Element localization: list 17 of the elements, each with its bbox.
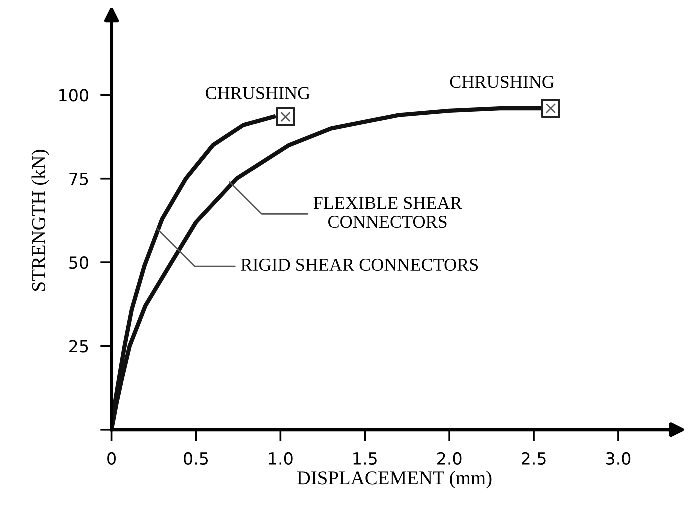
x-tick-label: 2.0 [438, 452, 462, 466]
x-tick-label: 3.0 [606, 452, 631, 466]
y-tick-label: 100 [60, 89, 88, 102]
y-tick-label: 75 [70, 173, 88, 186]
y-tick-label: 25 [70, 340, 88, 353]
x-tick-label: 2.5 [522, 452, 546, 466]
y-axis-title: STRENGTH (kN) [32, 150, 50, 291]
annotation: FLEXIBLE SHEAR CONNECTORS [314, 197, 462, 228]
x-axis-title: DISPLACEMENT (mm) [297, 471, 492, 489]
x-tick-label: 1.0 [269, 452, 293, 466]
annotation: CHRUSHING [450, 76, 554, 88]
annotation: RIGID SHEAR CONNECTORS [241, 258, 478, 272]
x-tick-label: 0.5 [184, 452, 208, 466]
x-tick-label: 0 [108, 452, 116, 466]
x-tick-label: 1.5 [354, 452, 377, 466]
y-tick-label: 50 [70, 256, 88, 270]
annotation: CHRUSHING [206, 87, 310, 100]
